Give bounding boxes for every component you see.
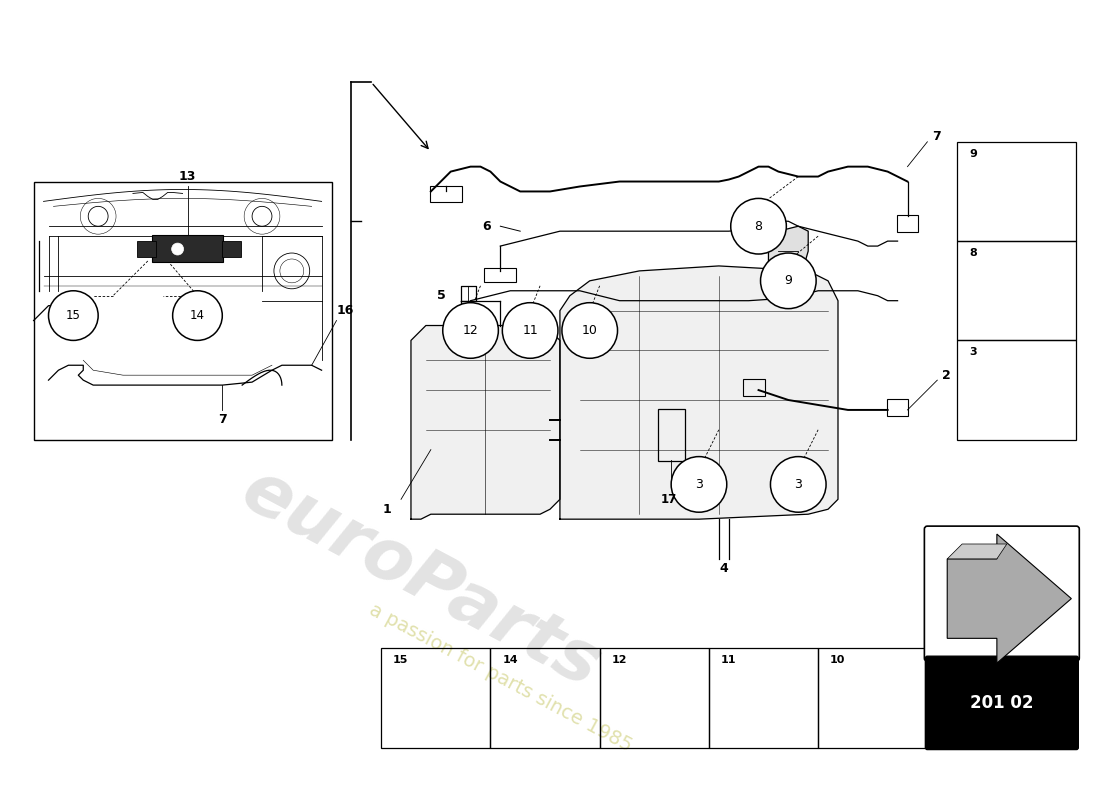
Text: 13: 13 — [179, 170, 196, 183]
Circle shape — [770, 457, 826, 512]
Text: 8: 8 — [755, 220, 762, 233]
Text: 3: 3 — [969, 347, 977, 358]
Text: 7: 7 — [218, 414, 227, 426]
Circle shape — [671, 457, 727, 512]
Text: 10: 10 — [830, 655, 846, 665]
Polygon shape — [560, 266, 838, 519]
Text: 9: 9 — [784, 274, 792, 287]
Text: 17: 17 — [661, 493, 678, 506]
Text: 2: 2 — [943, 369, 951, 382]
Text: 12: 12 — [463, 324, 478, 337]
Text: 5: 5 — [437, 290, 446, 302]
Text: 15: 15 — [393, 655, 408, 665]
Text: 11: 11 — [720, 655, 736, 665]
Polygon shape — [411, 326, 560, 519]
Text: 6: 6 — [482, 220, 491, 233]
Text: 11: 11 — [522, 324, 538, 337]
Text: 9: 9 — [969, 149, 977, 158]
FancyBboxPatch shape — [138, 241, 156, 257]
Circle shape — [173, 290, 222, 341]
FancyBboxPatch shape — [925, 656, 1078, 750]
Text: 10: 10 — [582, 324, 597, 337]
FancyBboxPatch shape — [152, 235, 223, 262]
Text: 8: 8 — [969, 248, 977, 258]
Text: 14: 14 — [503, 655, 518, 665]
Circle shape — [48, 290, 98, 341]
Polygon shape — [947, 544, 1007, 559]
Text: 15: 15 — [66, 309, 80, 322]
FancyBboxPatch shape — [924, 526, 1079, 661]
Circle shape — [172, 243, 184, 255]
Text: 3: 3 — [794, 478, 802, 491]
Polygon shape — [947, 534, 1071, 663]
Text: 12: 12 — [612, 655, 627, 665]
Text: 7: 7 — [933, 130, 942, 143]
Circle shape — [503, 302, 558, 358]
Circle shape — [760, 253, 816, 309]
Text: 14: 14 — [190, 309, 205, 322]
Polygon shape — [769, 226, 808, 290]
FancyBboxPatch shape — [222, 241, 241, 257]
Text: euroParts: euroParts — [230, 455, 612, 702]
Text: 201 02: 201 02 — [970, 694, 1034, 712]
Circle shape — [730, 198, 786, 254]
Circle shape — [442, 302, 498, 358]
Text: 4: 4 — [719, 562, 728, 575]
Text: 3: 3 — [695, 478, 703, 491]
Text: 1: 1 — [383, 502, 392, 516]
Circle shape — [562, 302, 617, 358]
Text: a passion for parts since 1985: a passion for parts since 1985 — [365, 601, 635, 756]
Text: 16: 16 — [337, 304, 354, 317]
